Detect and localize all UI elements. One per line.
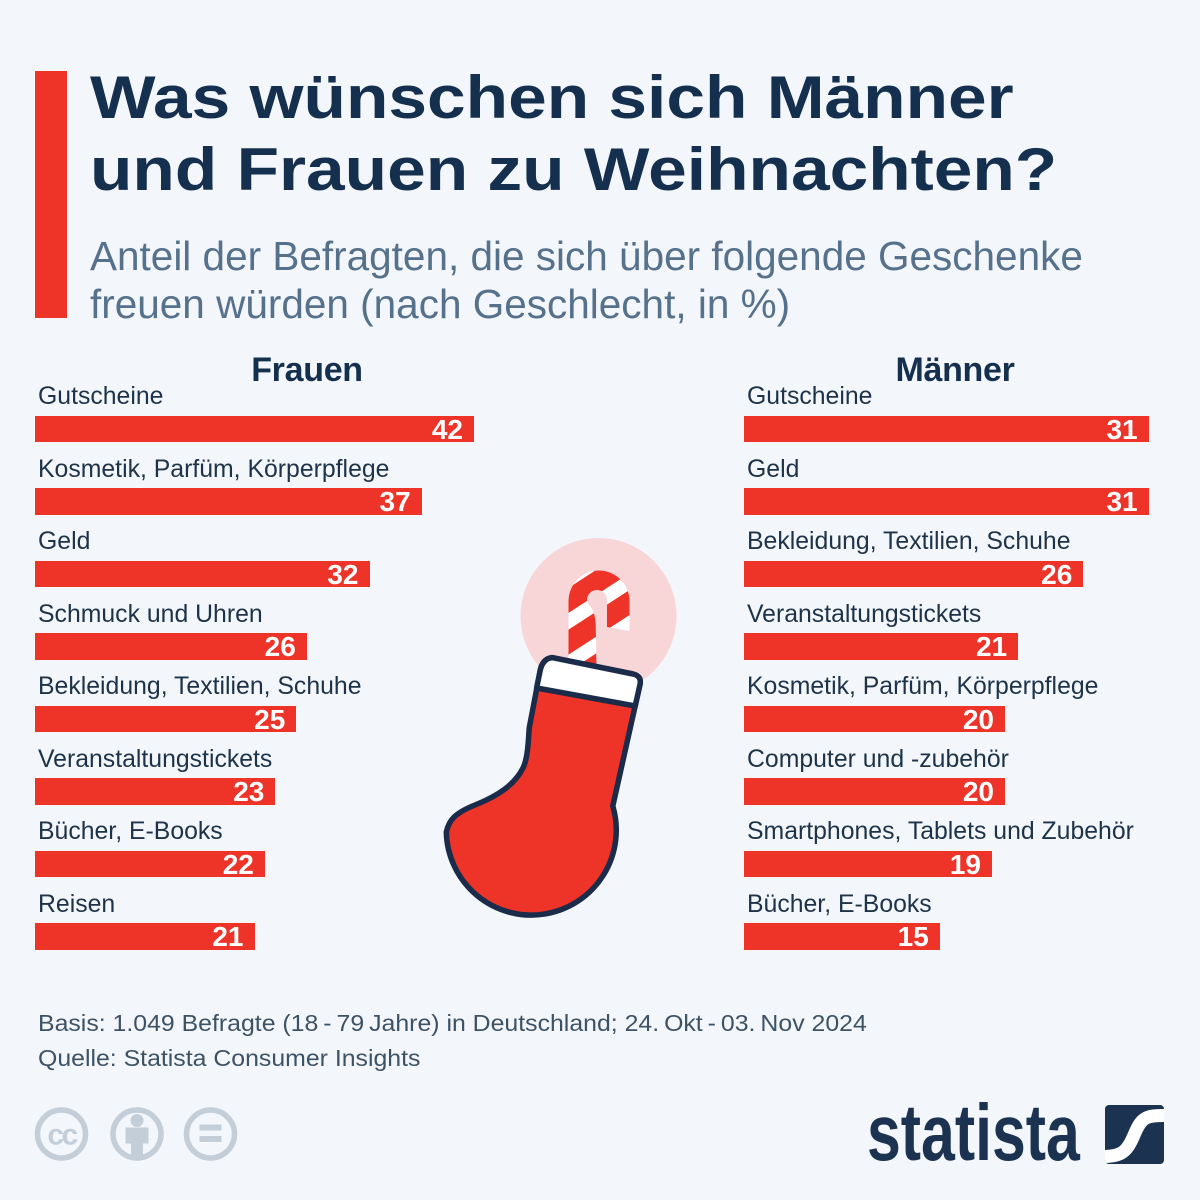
svg-text:statista: statista	[867, 1089, 1080, 1178]
svg-text:cc: cc	[47, 1119, 77, 1152]
